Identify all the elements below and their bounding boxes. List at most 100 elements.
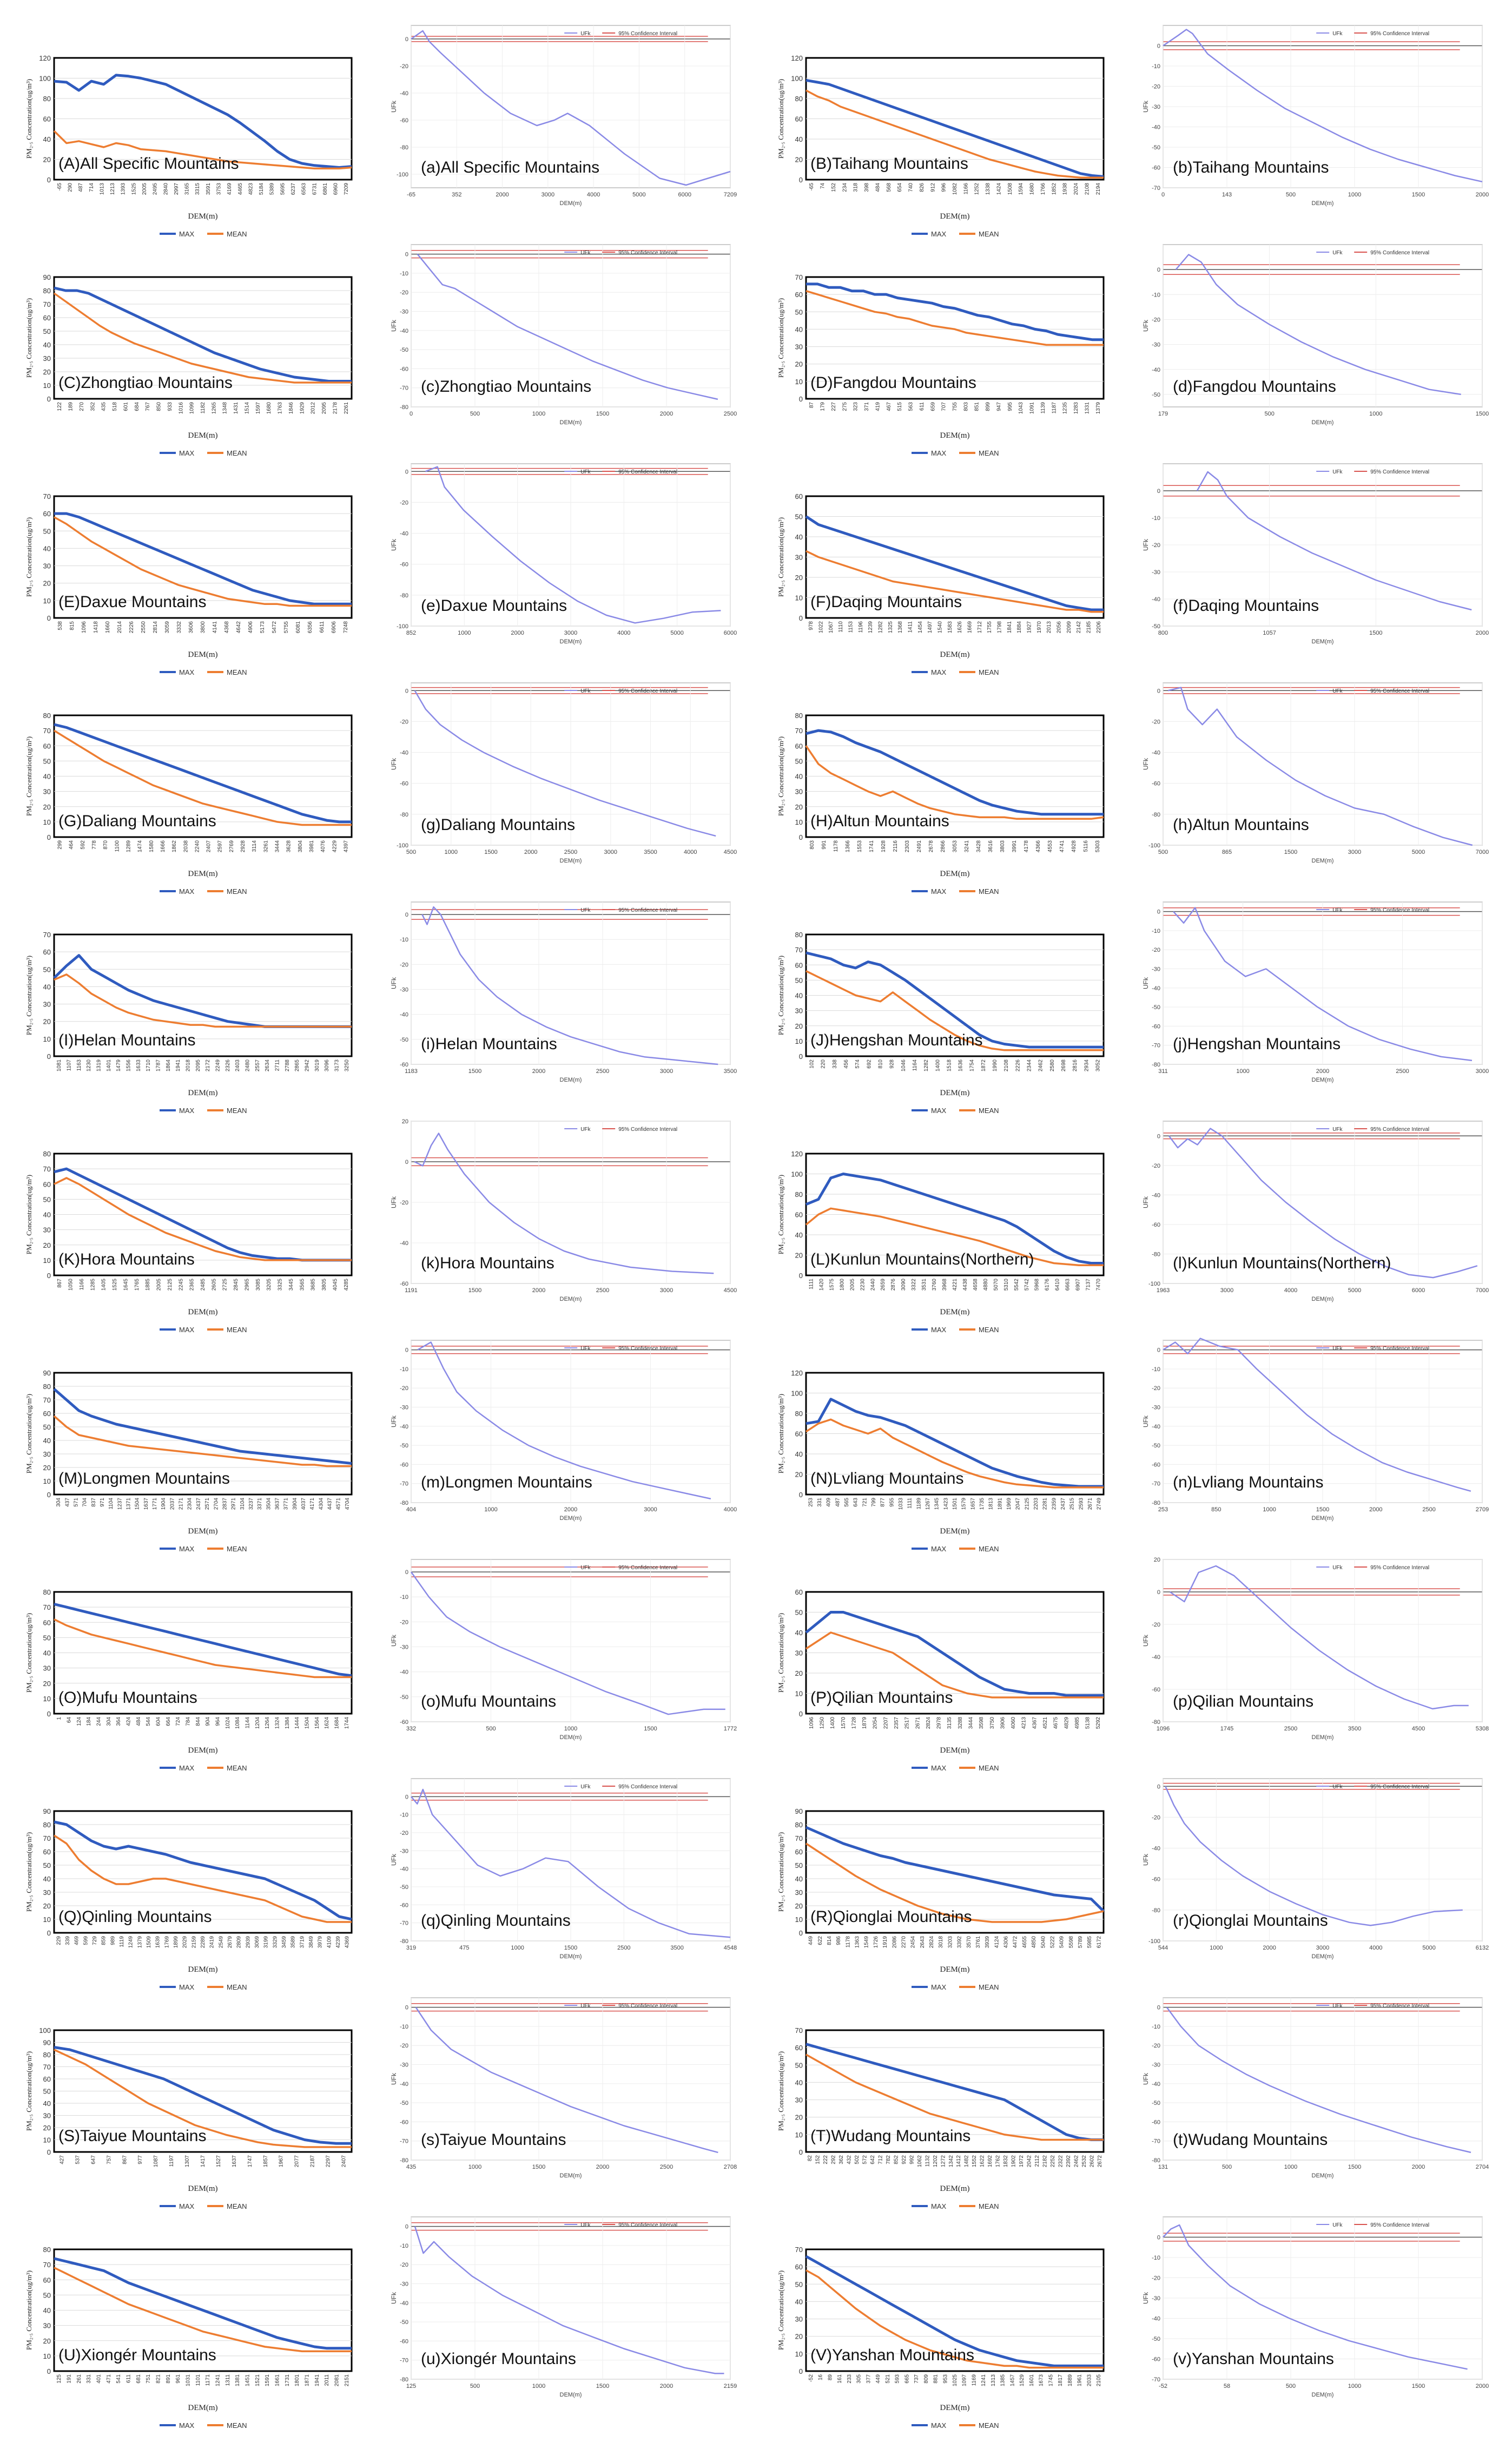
x-tick-label: 1772 [724, 1726, 737, 1732]
y-tick-label: 20 [43, 156, 51, 164]
y-tick-label: 70 [43, 1834, 51, 1842]
chart-title: (K)Hora Mountains [58, 1250, 195, 1268]
y-tick-label: -20 [400, 1619, 408, 1625]
y-tick-label: 30 [795, 1649, 803, 1657]
x-tick-label: 362 [838, 2155, 844, 2164]
x-tick-label: 1348 [222, 402, 228, 414]
x-tick-label: 432 [847, 2155, 853, 2164]
y-tick-label: 0 [405, 1159, 408, 1166]
legend-mean-label: MEAN [227, 668, 247, 676]
y-axis-label: UFk [1142, 2072, 1150, 2085]
y-axis-label: UFk [390, 1634, 398, 1647]
y-tick-label: -20 [400, 2262, 408, 2268]
series-ufk [1169, 1565, 1469, 1710]
x-tick-label: 2095 [321, 402, 327, 414]
x-tick-label: 1379 [137, 1936, 143, 1948]
x-tick-label: 1400 [830, 1717, 836, 1729]
x-tick-label: 122 [57, 402, 63, 411]
x-tick-label: 2005 [142, 183, 148, 195]
x-tick-label: 5000 [1412, 849, 1425, 855]
x-axis-label: DEM(m) [1312, 638, 1334, 645]
legend-mean-label: MEAN [979, 2202, 999, 2210]
x-tick-label: 977 [137, 2155, 143, 2164]
x-tick-label: 5070 [993, 1279, 999, 1291]
legend-ci-label: 95% Confidence Interval [1370, 469, 1429, 475]
x-tick-label: 2437 [196, 1498, 202, 1510]
y-axis-label: PM₂.₅ Concentration(ug/m³) [25, 956, 33, 1035]
legend-ufk-label: UFk [1332, 2003, 1343, 2009]
y-tick-label: 50 [43, 965, 51, 973]
y-tick-label: 70 [795, 2246, 803, 2254]
series-max [805, 1826, 1105, 1912]
x-tick-label: 2454 [910, 1936, 916, 1948]
y-tick-label: 80 [43, 287, 51, 295]
x-tick-label: 4658 [973, 1279, 979, 1291]
x-tick-label: 179 [820, 402, 826, 411]
x-tick-label: 2000 [1412, 2164, 1425, 2170]
x-tick-label: 1057 [1263, 630, 1276, 636]
x-tick-label: 2000 [1476, 192, 1489, 198]
chart-T: 0 10 20 30 40 50 60 70 PM₂.₅ Concentration(ug/m³… [777, 2026, 1105, 2210]
y-tick-label: -40 [1152, 750, 1160, 756]
y-tick-label: 120 [791, 1150, 803, 1158]
chart-title: (D)Fangdou Mountains [810, 374, 976, 392]
y-tick-label: 50 [43, 757, 51, 765]
x-tick-label: 729 [92, 1936, 98, 1945]
x-tick-label: 6081 [295, 621, 301, 634]
x-tick-label: 1575 [829, 1279, 835, 1291]
y-tick-label: 70 [795, 727, 803, 735]
x-tick-label: 500 [470, 2383, 480, 2389]
x-tick-label: 2557 [255, 1059, 261, 1072]
x-tick-label: 1556 [126, 1059, 132, 1072]
x-tick-label: 2500 [660, 2164, 673, 2170]
x-tick-label: 2876 [890, 1279, 896, 1291]
y-tick-label: 60 [43, 1180, 51, 1188]
x-tick-label: 0 [410, 411, 413, 417]
y-tick-label: 90 [43, 1807, 51, 1815]
series-ufk [1168, 1128, 1478, 1279]
chart-title: (g)Daliang Mountains [421, 816, 575, 834]
x-tick-label: 2024 [1073, 183, 1079, 195]
y-tick-label: 60 [43, 1410, 51, 1418]
y-tick-label: 60 [43, 1848, 51, 1856]
chart-title: (h)Altun Mountains [1173, 816, 1309, 834]
x-tick-label: 6237 [290, 183, 296, 195]
y-axis-label: PM₂.₅ Concentration(ug/m³) [777, 956, 785, 1035]
x-tick-label: 1553 [857, 840, 863, 853]
series-mean [805, 550, 1104, 613]
y-tick-label: 60 [795, 742, 803, 750]
y-tick-label: 80 [795, 1410, 803, 1418]
x-tick-label: 124 [76, 1717, 82, 1726]
x-tick-label: 4076 [320, 840, 326, 853]
x-tick-label: 809 [923, 2374, 929, 2384]
chart-title: (U)Xiongér Mountains [58, 2346, 216, 2364]
x-tick-label: 599 [83, 1936, 89, 1945]
x-tick-label: 3504 [266, 1498, 272, 1510]
x-tick-label: 1970 [1036, 621, 1042, 634]
chart-title: (j)Hengshan Mountains [1173, 1035, 1341, 1053]
series-ufk [1167, 687, 1473, 846]
x-tick-label: 1000 [532, 411, 545, 417]
y-tick-label: 40 [795, 2298, 803, 2306]
y-tick-label: 80 [795, 931, 803, 939]
y-tick-label: 20 [795, 2114, 803, 2122]
legend-ci-label: 95% Confidence Interval [618, 1127, 677, 1133]
y-tick-label: 0 [47, 2367, 51, 2375]
x-tick-label: 5472 [272, 621, 278, 634]
x-tick-label: 6000 [1412, 1287, 1425, 1294]
y-tick-label: 50 [43, 2088, 51, 2096]
x-tick-label: 544 [1158, 1945, 1168, 1951]
y-tick-label: -30 [400, 2281, 408, 2288]
x-tick-label: 500 [406, 849, 416, 855]
x-tick-label: 2678 [928, 840, 934, 853]
x-tick-label: 1673 [1039, 2374, 1045, 2387]
x-tick-label: 1082 [952, 183, 958, 195]
y-tick-label: -100 [397, 172, 408, 178]
y-tick-label: 60 [795, 1211, 803, 1219]
legend-ci-label: 95% Confidence Interval [1370, 2222, 1429, 2228]
x-tick-label: 484 [136, 1717, 142, 1726]
x-tick-label: 419 [875, 402, 881, 411]
